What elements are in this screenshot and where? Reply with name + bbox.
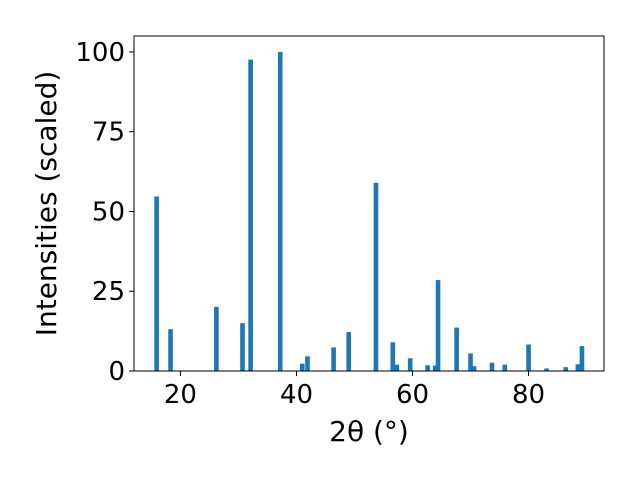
bar xyxy=(435,280,441,371)
plot-frame xyxy=(133,35,605,372)
bar xyxy=(240,323,245,371)
x-tick-label: 20 xyxy=(164,380,197,410)
x-axis-ticks: 20 40 60 80 xyxy=(164,371,545,410)
bar xyxy=(214,306,219,371)
bar xyxy=(471,366,477,371)
bar xyxy=(544,368,549,371)
x-axis-label: 2θ (°) xyxy=(329,415,409,448)
bar xyxy=(277,51,283,371)
y-tick-label: 25 xyxy=(92,277,125,307)
bar xyxy=(407,358,413,371)
bar xyxy=(346,332,352,371)
bar xyxy=(563,367,569,371)
bar xyxy=(373,182,379,371)
y-tick-label: 100 xyxy=(75,38,125,68)
bar xyxy=(154,196,159,371)
x-tick-label: 60 xyxy=(396,380,429,410)
y-tick-label: 50 xyxy=(92,197,125,227)
x-tick-label: 80 xyxy=(512,380,545,410)
bar xyxy=(248,59,253,372)
bars-group xyxy=(154,51,585,372)
bar xyxy=(432,365,438,371)
bar xyxy=(489,362,495,371)
bar xyxy=(394,364,400,371)
y-axis-ticks: 0 25 50 75 100 xyxy=(75,38,134,387)
bar xyxy=(579,346,585,371)
bar xyxy=(425,365,430,371)
bar xyxy=(454,327,459,371)
y-tick-label: 75 xyxy=(92,118,125,148)
bar xyxy=(502,364,508,371)
bar xyxy=(526,344,531,371)
y-axis-label: Intensities (scaled) xyxy=(30,71,63,337)
bar xyxy=(168,329,173,371)
bar xyxy=(390,342,396,371)
bar xyxy=(305,356,310,371)
y-tick-label: 0 xyxy=(108,357,125,387)
bar xyxy=(468,353,473,371)
bar xyxy=(331,347,336,371)
x-tick-label: 40 xyxy=(280,380,313,410)
bar xyxy=(299,363,305,371)
